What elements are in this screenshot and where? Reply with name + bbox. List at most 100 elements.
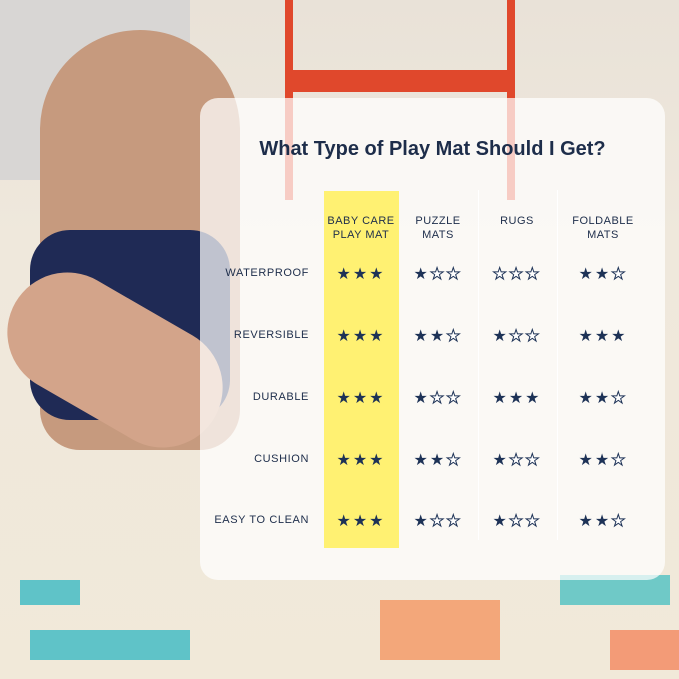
star-filled-icon: ★: [336, 390, 353, 407]
star-filled-icon: ★: [369, 452, 386, 469]
star-empty-icon: ★: [611, 513, 628, 531]
star-rating: ★★★: [563, 511, 643, 531]
star-filled-icon: ★: [578, 452, 595, 469]
star-filled-icon: ★: [594, 390, 612, 407]
column-header-line: MATS: [422, 229, 454, 241]
star-rating: ★★★: [321, 511, 401, 531]
column-header-line: RUGS: [500, 215, 534, 227]
comparison-panel: [200, 98, 665, 580]
star-filled-icon: ★: [336, 452, 353, 469]
chair-bar: [285, 70, 515, 92]
row-label: REVERSIBLE: [233, 329, 309, 341]
star-filled-icon: ★: [594, 452, 612, 469]
highlight-column: [324, 191, 399, 548]
mat-shape: [380, 600, 500, 660]
column-header-line: PUZZLE: [415, 215, 461, 227]
star-empty-icon: ★: [429, 513, 447, 531]
star-empty-icon: ★: [446, 513, 463, 531]
star-filled-icon: ★: [413, 328, 430, 345]
mat-shape: [20, 580, 80, 605]
star-filled-icon: ★: [578, 328, 595, 345]
star-rating: ★★★: [477, 326, 557, 346]
star-filled-icon: ★: [352, 390, 370, 407]
star-filled-icon: ★: [594, 328, 612, 345]
star-empty-icon: ★: [492, 266, 509, 284]
column-header-line: PLAY MAT: [332, 229, 390, 241]
star-empty-icon: ★: [525, 328, 542, 346]
star-filled-icon: ★: [369, 266, 386, 283]
star-empty-icon: ★: [508, 328, 526, 346]
star-filled-icon: ★: [525, 390, 542, 407]
star-filled-icon: ★: [352, 452, 370, 469]
star-empty-icon: ★: [525, 513, 542, 531]
star-filled-icon: ★: [578, 266, 595, 283]
row-label: EASY TO CLEAN: [214, 514, 309, 526]
star-filled-icon: ★: [492, 513, 509, 530]
star-rating: ★★★: [563, 326, 643, 346]
star-filled-icon: ★: [413, 513, 430, 530]
star-filled-icon: ★: [336, 266, 353, 283]
star-empty-icon: ★: [508, 513, 526, 531]
star-empty-icon: ★: [429, 266, 447, 284]
star-filled-icon: ★: [369, 390, 386, 407]
column-header: BABY CARE PLAY MAT: [321, 214, 401, 242]
row-label: CUSHION: [254, 453, 309, 465]
star-filled-icon: ★: [413, 452, 430, 469]
page-title: What Type of Play Mat Should I Get?: [259, 138, 606, 160]
star-empty-icon: ★: [508, 266, 526, 284]
star-empty-icon: ★: [611, 266, 628, 284]
star-rating: ★★★: [477, 388, 557, 408]
star-rating: ★★★: [321, 388, 401, 408]
star-rating: ★★★: [398, 511, 478, 531]
star-empty-icon: ★: [508, 452, 526, 470]
star-empty-icon: ★: [446, 390, 463, 408]
column-header: RUGS: [477, 214, 557, 228]
star-filled-icon: ★: [429, 328, 447, 345]
star-filled-icon: ★: [352, 513, 370, 530]
star-rating: ★★★: [398, 326, 478, 346]
star-filled-icon: ★: [492, 390, 509, 407]
star-filled-icon: ★: [594, 266, 612, 283]
star-rating: ★★★: [321, 450, 401, 470]
star-filled-icon: ★: [578, 513, 595, 530]
star-empty-icon: ★: [446, 452, 463, 470]
column-header-line: FOLDABLE: [572, 215, 634, 227]
star-filled-icon: ★: [594, 513, 612, 530]
column-divider: [478, 190, 479, 540]
column-header-line: MATS: [587, 229, 619, 241]
star-filled-icon: ★: [336, 513, 353, 530]
star-rating: ★★★: [563, 450, 643, 470]
column-divider: [557, 190, 558, 540]
star-rating: ★★★: [563, 388, 643, 408]
star-filled-icon: ★: [352, 328, 370, 345]
column-header: FOLDABLE MATS: [563, 214, 643, 242]
column-header-line: BABY CARE: [327, 215, 395, 227]
star-empty-icon: ★: [611, 390, 628, 408]
star-empty-icon: ★: [611, 452, 628, 470]
row-label: WATERPROOF: [225, 267, 309, 279]
star-rating: ★★★: [477, 450, 557, 470]
star-empty-icon: ★: [446, 266, 463, 284]
star-empty-icon: ★: [429, 390, 447, 408]
star-filled-icon: ★: [508, 390, 526, 407]
star-filled-icon: ★: [578, 390, 595, 407]
mat-shape: [610, 630, 679, 670]
star-filled-icon: ★: [336, 328, 353, 345]
mat-shape: [30, 630, 190, 660]
star-filled-icon: ★: [413, 390, 430, 407]
star-rating: ★★★: [398, 264, 478, 284]
star-rating: ★★★: [563, 264, 643, 284]
star-empty-icon: ★: [525, 452, 542, 470]
star-rating: ★★★: [477, 511, 557, 531]
star-filled-icon: ★: [492, 328, 509, 345]
star-filled-icon: ★: [369, 513, 386, 530]
star-empty-icon: ★: [525, 266, 542, 284]
star-filled-icon: ★: [413, 266, 430, 283]
row-label: DURABLE: [252, 391, 309, 403]
star-empty-icon: ★: [446, 328, 463, 346]
column-header: PUZZLE MATS: [398, 214, 478, 242]
star-rating: ★★★: [398, 450, 478, 470]
star-filled-icon: ★: [429, 452, 447, 469]
mat-shape: [560, 575, 670, 605]
star-filled-icon: ★: [611, 328, 628, 345]
